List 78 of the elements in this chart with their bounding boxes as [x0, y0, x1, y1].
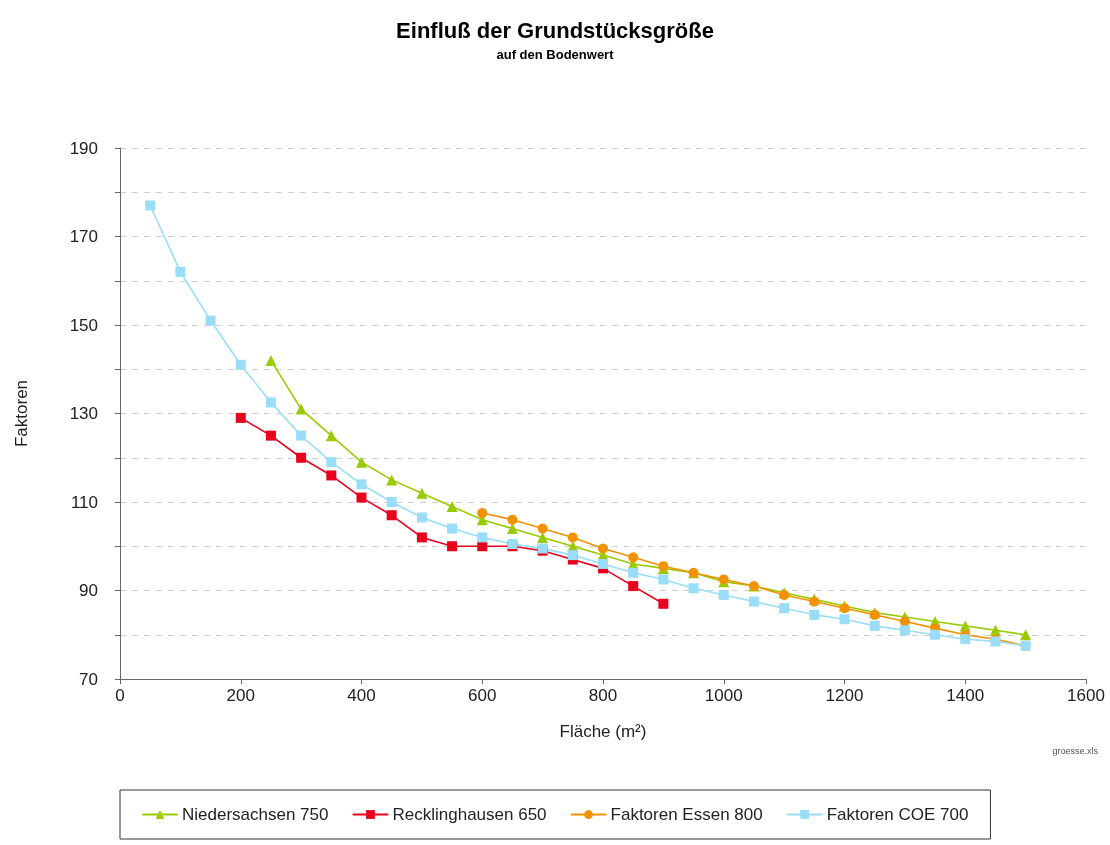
point: [506, 523, 518, 535]
point: [598, 558, 608, 569]
point: [235, 412, 246, 423]
point: [930, 629, 941, 640]
y-tick-label: 190: [69, 138, 98, 158]
y-tick-label: 110: [70, 492, 98, 512]
legend-label: Niedersachsen 750: [182, 805, 329, 824]
point: [326, 470, 337, 481]
point: [537, 523, 548, 534]
point: [356, 456, 367, 468]
point: [386, 474, 398, 486]
legend-label: Faktoren Essen 800: [610, 805, 763, 824]
point: [296, 430, 307, 441]
point: [567, 550, 578, 561]
point: [748, 596, 759, 607]
point: [658, 598, 669, 609]
point: [145, 200, 156, 211]
point: [598, 543, 608, 554]
point: [477, 532, 488, 543]
point: [205, 315, 216, 326]
point: [899, 625, 910, 636]
point: [386, 497, 397, 507]
point: [658, 574, 669, 585]
chart-subtitle: auf den Bodenwert: [496, 47, 615, 62]
point: [175, 266, 186, 277]
x-tick-label: 1000: [704, 686, 743, 705]
point: [265, 397, 276, 408]
x-tick-label: 800: [588, 686, 618, 705]
y-tick-label: 70: [79, 669, 98, 689]
point: [447, 523, 458, 534]
y-tick-label: 90: [79, 581, 98, 600]
y-axis-title: Faktoren: [12, 379, 31, 448]
x-tick-label: 400: [347, 686, 376, 705]
point: [899, 616, 910, 627]
point: [416, 532, 427, 543]
point: [447, 541, 458, 552]
point: [295, 403, 307, 415]
point: [416, 512, 427, 523]
y-tick-label: 130: [69, 404, 98, 423]
point: [356, 479, 367, 490]
point: [507, 514, 518, 525]
x-tick-label: 600: [468, 686, 497, 705]
point: [296, 452, 307, 463]
point: [326, 457, 337, 468]
chart-title: Einfluß der Grundstücksgröße: [396, 17, 714, 43]
x-axis-title: Fläche (m²): [559, 722, 647, 741]
point: [628, 567, 639, 578]
point: [446, 500, 458, 512]
point: [960, 634, 971, 645]
point: [628, 581, 639, 592]
point: [628, 552, 639, 563]
y-tick-label: 170: [69, 227, 98, 246]
point: [325, 430, 337, 442]
point: [477, 541, 488, 552]
point: [779, 603, 790, 614]
y-tick-label: 150: [69, 315, 98, 335]
x-tick-label: 1400: [946, 686, 985, 705]
x-tick-label: 1200: [825, 686, 864, 705]
x-tick-label: 0: [115, 686, 125, 705]
point: [265, 354, 277, 366]
text: groesse.xls: [1052, 745, 1099, 756]
point: [809, 609, 820, 620]
point: [718, 589, 729, 600]
point: [477, 508, 488, 519]
point: [1020, 629, 1032, 641]
legend-label: Faktoren COE 700: [826, 805, 969, 824]
point: [235, 359, 246, 370]
point: [416, 487, 428, 499]
point: [688, 583, 699, 594]
legend-label: Recklinghausen 650: [392, 805, 547, 824]
point: [386, 510, 397, 521]
point: [839, 614, 850, 625]
x-tick-label: 1600: [1067, 686, 1105, 705]
point: [265, 430, 276, 441]
x-tick-label: 200: [226, 686, 255, 705]
point: [567, 532, 578, 543]
point: [356, 492, 367, 503]
point: [869, 620, 880, 631]
